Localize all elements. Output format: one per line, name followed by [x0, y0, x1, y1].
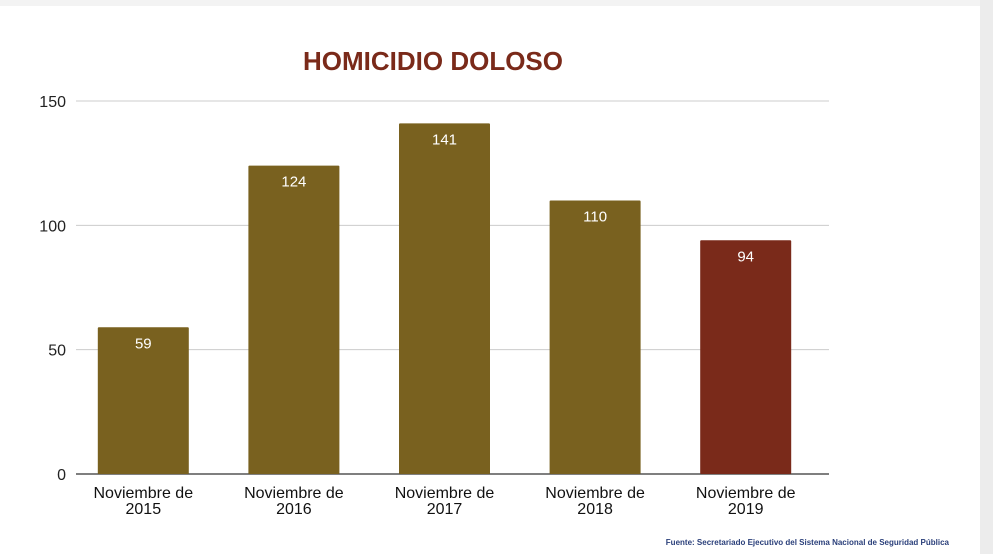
x-tick-label: 2016	[276, 501, 312, 518]
y-tick-label: 0	[57, 467, 66, 484]
source-note: Fuente: Secretariado Ejecutivo del Siste…	[666, 538, 950, 547]
chart-title: HOMICIDIO DOLOSO	[303, 46, 563, 76]
window-edge	[980, 0, 993, 554]
bar	[700, 240, 792, 474]
x-tick-label: Noviembre de	[545, 485, 645, 502]
x-tick-label: Noviembre de	[244, 485, 344, 502]
x-tick-label: 2015	[126, 501, 162, 518]
bar	[248, 165, 340, 475]
x-tick-label: 2017	[427, 501, 463, 518]
bar	[97, 327, 189, 474]
data-label: 94	[737, 248, 754, 265]
y-tick-label: 50	[48, 343, 66, 360]
x-tick-label: Noviembre de	[696, 485, 796, 502]
data-label: 59	[135, 335, 152, 352]
x-tick-label: Noviembre de	[395, 485, 495, 502]
y-tick-label: 100	[39, 218, 66, 235]
bar	[549, 200, 641, 474]
data-label: 110	[583, 208, 607, 225]
x-tick-label: 2019	[728, 501, 764, 518]
x-tick-label: 2018	[577, 501, 613, 518]
bars: 59 124 141 110 94	[97, 123, 792, 475]
y-axis: 0 50 100 150	[39, 94, 66, 484]
data-label: 141	[432, 131, 457, 148]
bar	[399, 123, 490, 474]
x-tick-label: Noviembre de	[93, 485, 193, 502]
data-label: 124	[281, 174, 306, 191]
y-tick-label: 150	[39, 94, 66, 111]
